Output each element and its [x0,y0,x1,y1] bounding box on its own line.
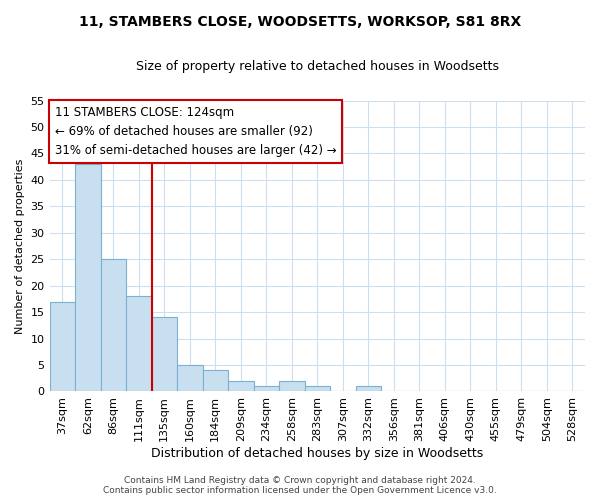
Bar [254,386,279,392]
Bar [228,381,254,392]
Bar [305,386,330,392]
X-axis label: Distribution of detached houses by size in Woodsetts: Distribution of detached houses by size … [151,447,484,460]
Bar [177,365,203,392]
Text: 11 STAMBERS CLOSE: 124sqm
← 69% of detached houses are smaller (92)
31% of semi-: 11 STAMBERS CLOSE: 124sqm ← 69% of detac… [55,106,337,158]
Bar [203,370,228,392]
Bar [279,381,305,392]
Title: Size of property relative to detached houses in Woodsetts: Size of property relative to detached ho… [136,60,499,73]
Bar [75,164,101,392]
Text: 11, STAMBERS CLOSE, WOODSETTS, WORKSOP, S81 8RX: 11, STAMBERS CLOSE, WOODSETTS, WORKSOP, … [79,15,521,29]
Text: Contains HM Land Registry data © Crown copyright and database right 2024.
Contai: Contains HM Land Registry data © Crown c… [103,476,497,495]
Bar [356,386,381,392]
Bar [50,302,75,392]
Bar [126,296,152,392]
Bar [101,259,126,392]
Bar [152,318,177,392]
Y-axis label: Number of detached properties: Number of detached properties [15,158,25,334]
